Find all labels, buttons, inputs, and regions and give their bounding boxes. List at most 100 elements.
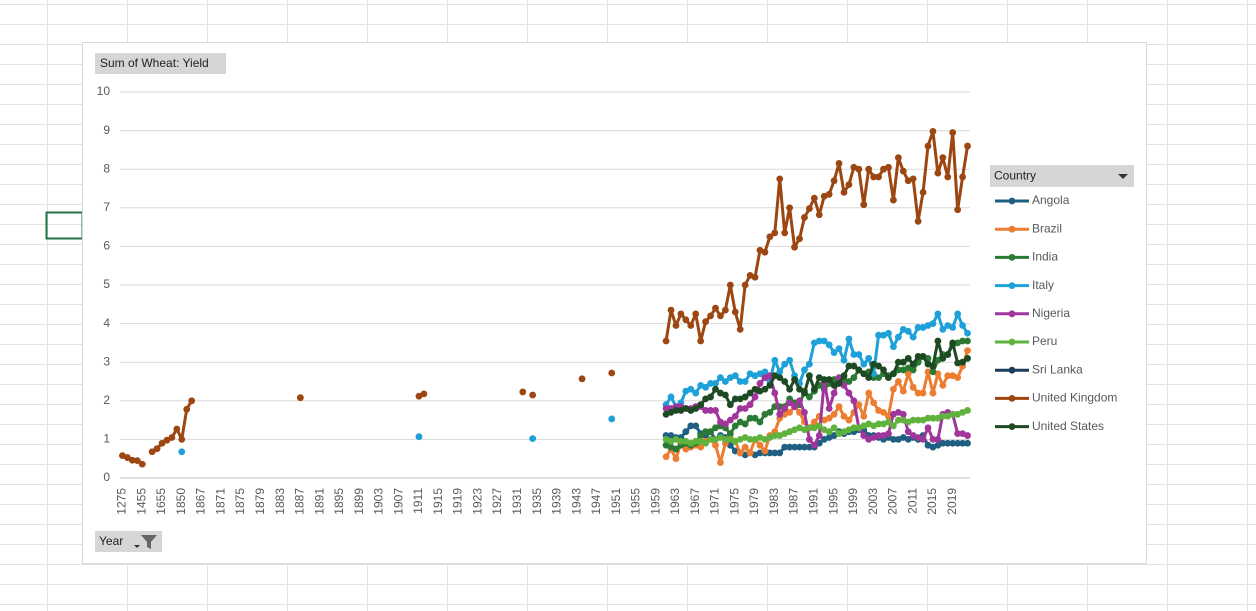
- x-tick-label: 1967: [688, 488, 702, 515]
- x-tick-label: 1923: [470, 488, 484, 515]
- series: [119, 127, 971, 468]
- data-point: [801, 389, 808, 397]
- data-point: [919, 353, 927, 360]
- data-point: [781, 378, 789, 385]
- data-point: [954, 374, 962, 382]
- data-point: [815, 337, 823, 345]
- data-point: [707, 428, 714, 436]
- data-point: [741, 281, 749, 289]
- data-point: [909, 383, 917, 391]
- data-point: [929, 436, 937, 443]
- data-point: [885, 163, 892, 171]
- x-tick-label: 1999: [846, 488, 860, 515]
- data-point: [825, 341, 833, 349]
- data-point: [840, 412, 848, 420]
- data-point: [796, 235, 803, 243]
- data-point: [934, 436, 942, 443]
- data-point: [939, 154, 947, 162]
- data-point: [707, 393, 714, 401]
- data-point: [776, 175, 784, 183]
- data-point: [840, 188, 848, 196]
- data-point: [830, 424, 838, 432]
- x-tick-label: 1655: [154, 488, 168, 515]
- data-point: [697, 337, 705, 345]
- data-point: [731, 412, 739, 420]
- data-point: [133, 457, 141, 465]
- legend-label: Angola: [1032, 193, 1070, 207]
- data-point: [890, 370, 897, 378]
- x-tick-label: 1987: [787, 488, 801, 515]
- data-point: [707, 407, 714, 414]
- chart-area: [82, 42, 1147, 564]
- data-point: [919, 436, 927, 443]
- data-point: [692, 422, 700, 430]
- x-tick-label: 1850: [174, 488, 188, 515]
- series: [662, 372, 971, 449]
- data-point: [815, 432, 823, 439]
- data-point: [924, 142, 932, 150]
- data-point: [756, 441, 764, 449]
- x-tick-label: 1919: [451, 488, 465, 515]
- data-point: [890, 196, 897, 204]
- y-tick-label: 9: [103, 123, 110, 137]
- data-point: [751, 414, 759, 422]
- data-point: [850, 351, 858, 358]
- data-point: [751, 393, 759, 401]
- data-point: [173, 425, 181, 433]
- data-point: [805, 424, 813, 432]
- data-point: [415, 433, 423, 441]
- data-point: [529, 391, 537, 399]
- data-point: [153, 445, 161, 453]
- data-point: [721, 306, 729, 314]
- data-point: [697, 401, 705, 409]
- data-point: [756, 418, 764, 426]
- x-tick-label: 1867: [194, 488, 208, 515]
- data-point: [771, 432, 779, 439]
- data-point: [736, 449, 744, 457]
- data-point: [929, 127, 937, 135]
- legend-field-button[interactable]: Country: [990, 165, 1134, 187]
- data-point: [810, 194, 818, 202]
- data-point: [954, 430, 962, 438]
- data-point: [840, 356, 848, 364]
- data-point: [875, 374, 882, 382]
- data-point: [761, 368, 769, 376]
- data-point: [904, 354, 912, 362]
- x-tick-label: 1275: [115, 488, 129, 515]
- data-point: [885, 418, 892, 426]
- axis-field-button[interactable]: Year: [95, 531, 162, 552]
- legend-label: Peru: [1032, 334, 1057, 348]
- data-point: [702, 428, 710, 436]
- data-point: [746, 436, 754, 443]
- data-point: [830, 349, 838, 356]
- x-tick-label: 1915: [431, 488, 445, 515]
- data-point: [776, 374, 784, 382]
- legend-entry: United Kingdom: [995, 391, 1117, 405]
- data-point: [682, 428, 690, 436]
- data-point: [830, 389, 838, 397]
- data-point: [890, 343, 897, 351]
- data-point: [894, 358, 902, 366]
- data-point: [712, 385, 719, 393]
- x-tick-label: 1959: [648, 488, 662, 515]
- title-button[interactable]: Sum of Wheat: Yield: [95, 53, 226, 74]
- data-point: [786, 385, 794, 393]
- data-point: [796, 397, 803, 405]
- data-point: [914, 324, 922, 331]
- data-point: [939, 412, 947, 420]
- y-tick-label: 6: [103, 239, 110, 253]
- data-point: [825, 414, 833, 422]
- data-point: [944, 173, 952, 181]
- data-point: [776, 410, 784, 418]
- x-tick-label: 1995: [826, 488, 840, 515]
- legend-entry: India: [995, 250, 1058, 264]
- x-tick-label: 1947: [589, 488, 603, 515]
- data-point: [677, 437, 685, 445]
- x-tick-label: 1971: [708, 488, 722, 515]
- x-axis-title: Year: [99, 534, 123, 548]
- data-point: [712, 380, 719, 387]
- data-point: [875, 432, 882, 439]
- data-point: [909, 333, 917, 341]
- x-tick-label: 1939: [550, 488, 564, 515]
- data-point: [178, 448, 186, 456]
